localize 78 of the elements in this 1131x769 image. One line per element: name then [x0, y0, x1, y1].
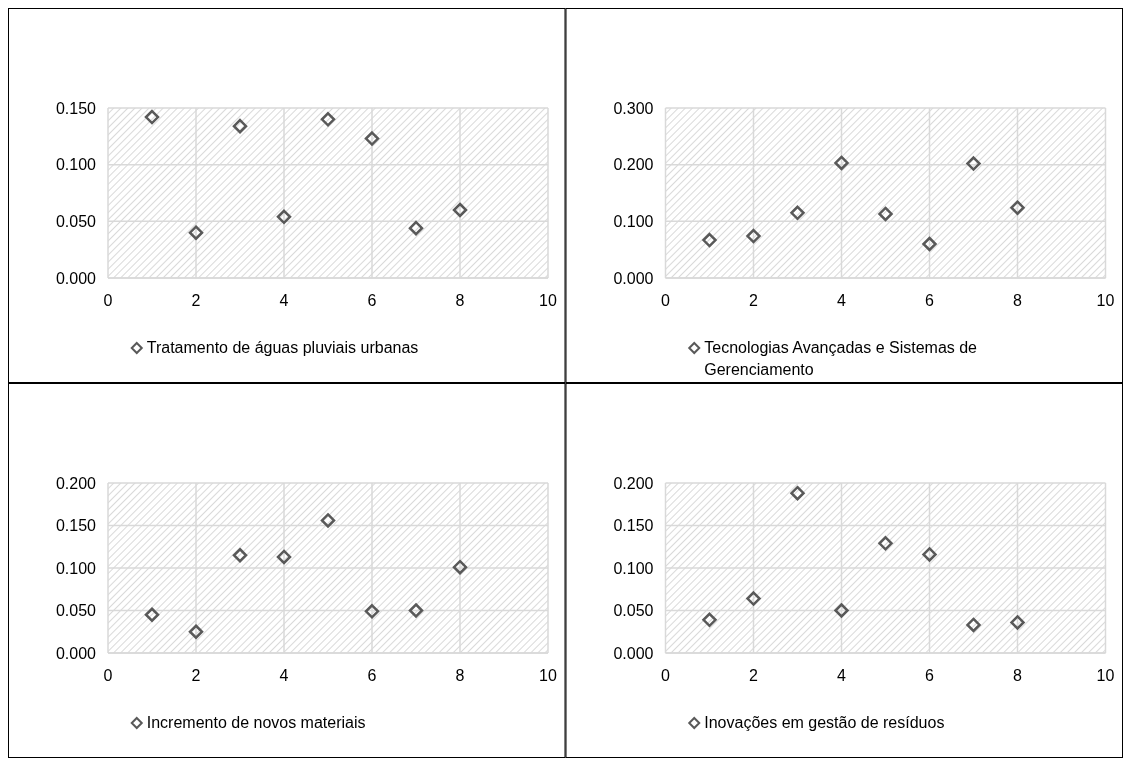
point — [144, 607, 160, 622]
point — [276, 549, 292, 565]
y-tick-label: 0.200 — [55, 474, 97, 492]
point — [746, 228, 761, 244]
y-tick-label: 0.200 — [613, 156, 654, 174]
point — [1010, 615, 1025, 630]
y-tick-label: 0.100 — [613, 559, 654, 577]
point — [834, 603, 849, 618]
x-tick-label: 4 — [837, 292, 847, 309]
y-tick-label: 0.100 — [55, 156, 97, 174]
point — [408, 603, 424, 618]
y-tick-label: 0.000 — [55, 644, 97, 662]
point — [188, 624, 204, 639]
point — [922, 236, 937, 252]
point — [408, 220, 424, 236]
point — [232, 118, 248, 134]
y-tick-label: 0.300 — [613, 99, 654, 117]
legend-label: Inovações em gestão de resíduos — [704, 714, 945, 731]
point — [878, 536, 893, 551]
x-tick-label: 2 — [191, 667, 201, 684]
x-tick-label: 4 — [279, 667, 289, 684]
y-tick-label: 0.000 — [55, 269, 97, 287]
legend-label: Tecnologias Avançadas e Sistemas de Gerenciamento — [704, 339, 978, 378]
x-tick-label: 6 — [367, 667, 377, 684]
x-tick-label: 6 — [925, 667, 935, 684]
x-tick-label: 2 — [749, 667, 759, 684]
x-tick-label: 0 — [103, 667, 113, 684]
x-tick-label: 0 — [661, 292, 671, 309]
x-tick-label: 2 — [191, 292, 201, 309]
x-tick-label: 4 — [279, 292, 289, 309]
point — [702, 612, 717, 628]
y-tick-label: 0.100 — [55, 559, 97, 577]
y-tick-label: 0.150 — [55, 99, 97, 117]
point — [834, 155, 849, 171]
y-tick-label: 0.000 — [613, 269, 654, 287]
legend-label: Incremento de novos materiais — [146, 714, 366, 731]
x-tick-label: 6 — [367, 292, 377, 309]
x-tick-label: 8 — [455, 292, 465, 309]
y-tick-label: 0.150 — [55, 517, 97, 535]
point — [702, 232, 717, 248]
point — [188, 225, 204, 240]
point — [922, 547, 937, 562]
x-tick-label: 8 — [1013, 292, 1023, 309]
point — [320, 112, 336, 127]
point — [364, 604, 380, 619]
x-tick-label: 0 — [661, 667, 671, 684]
point — [232, 548, 248, 563]
x-tick-label: 10 — [1096, 292, 1115, 309]
point — [320, 513, 336, 528]
point — [878, 206, 893, 222]
x-tick-label: 6 — [925, 292, 935, 309]
y-tick-label: 0.000 — [613, 644, 654, 662]
x-tick-label: 0 — [103, 292, 113, 309]
x-tick-label: 4 — [837, 667, 847, 684]
point — [364, 131, 380, 146]
x-tick-label: 2 — [749, 292, 759, 309]
y-tick-label: 0.150 — [613, 517, 654, 535]
point — [790, 205, 805, 221]
point — [1010, 200, 1025, 215]
point — [790, 485, 805, 501]
point — [452, 202, 468, 218]
x-tick-label: 10 — [539, 292, 557, 309]
y-tick-label: 0.050 — [55, 602, 97, 620]
point — [746, 591, 761, 606]
y-tick-label: 0.050 — [55, 212, 97, 230]
y-tick-label: 0.050 — [613, 602, 654, 620]
point — [452, 559, 468, 575]
point — [966, 156, 981, 171]
x-tick-label: 10 — [539, 667, 557, 684]
y-tick-label: 0.100 — [613, 212, 654, 230]
legend-label: Tratamento de águas pluviais urbanas — [146, 339, 419, 356]
point — [966, 617, 981, 633]
point — [144, 109, 160, 125]
x-tick-label: 8 — [455, 667, 465, 684]
x-tick-label: 10 — [1096, 667, 1115, 684]
x-tick-label: 8 — [1013, 667, 1023, 684]
point — [276, 209, 292, 225]
y-tick-label: 0.200 — [613, 474, 654, 492]
